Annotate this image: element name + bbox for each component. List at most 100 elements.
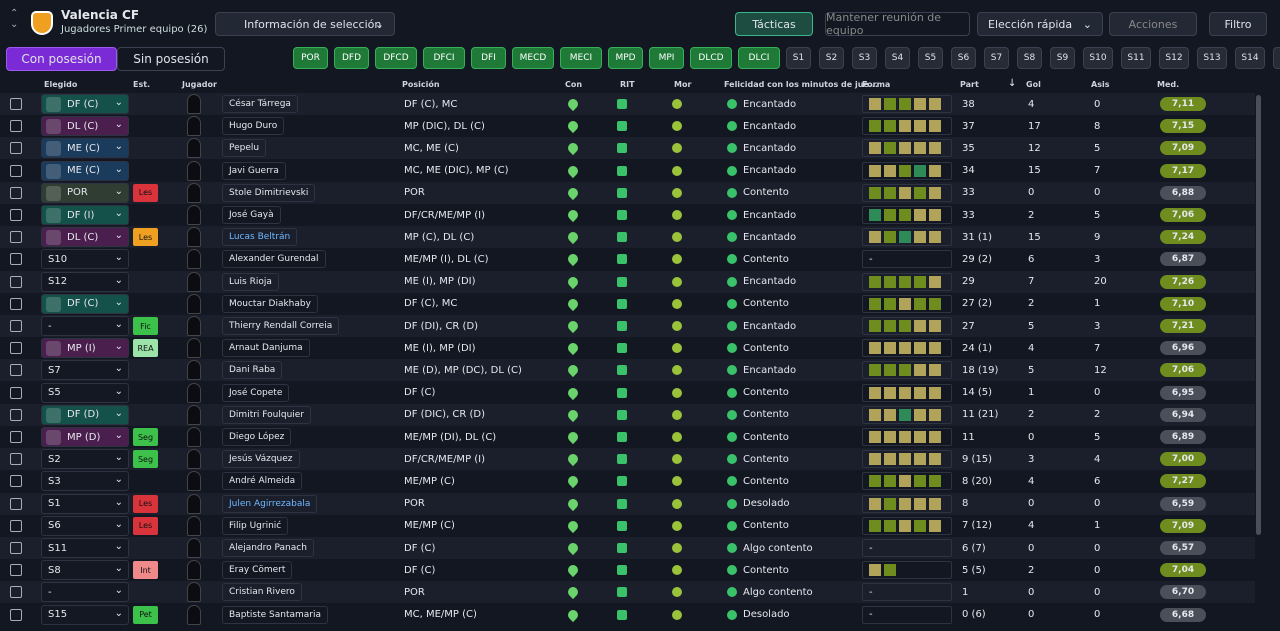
player-row[interactable]: DF (C) ⌄ César Tárrega DF (C), MC Encantado 3… bbox=[0, 93, 1255, 115]
player-row[interactable]: S12 ⌄ Luis Rioja ME (I), MP (DI) Encantado 29… bbox=[0, 270, 1255, 293]
player-row[interactable]: DF (D) ⌄ Dimitri Foulquier DF (DIC), CR (D)… bbox=[0, 403, 1255, 426]
player-name[interactable]: Alejandro Panach bbox=[222, 539, 314, 557]
elegido-select[interactable]: S1 ⌄ bbox=[41, 493, 129, 514]
position-button[interactable]: DFD bbox=[334, 47, 369, 69]
player-name[interactable]: Pepelu bbox=[222, 139, 267, 158]
player-row[interactable]: - ⌄ Cristian Rivero POR Algo contento -1 0 0 6,7… bbox=[0, 581, 1255, 604]
elegido-select[interactable]: S8 ⌄ bbox=[41, 560, 129, 581]
scrollbar[interactable] bbox=[1256, 95, 1261, 535]
elegido-select[interactable]: ME (C) ⌄ bbox=[41, 138, 129, 159]
player-name[interactable]: José Gayà bbox=[222, 206, 281, 224]
player-name[interactable]: Baptiste Santamaria bbox=[222, 605, 329, 624]
player-row[interactable]: S2 ⌄ Seg Jesús Vázquez DF/CR/ME/MP (I) Conten… bbox=[0, 448, 1255, 471]
player-name[interactable]: Hugo Duro bbox=[222, 117, 285, 136]
elegido-select[interactable]: MP (I) ⌄ bbox=[41, 338, 129, 359]
player-name[interactable]: Stole Dimitrievski bbox=[222, 183, 316, 202]
position-button[interactable]: POR bbox=[293, 47, 328, 69]
player-name[interactable]: César Tárrega bbox=[222, 95, 298, 113]
selection-info[interactable]: Información de selección ⌄ bbox=[215, 12, 395, 36]
checkbox[interactable] bbox=[10, 564, 22, 577]
player-row[interactable]: S7 ⌄ Dani Raba ME (D), MP (DC), DL (C) Encan… bbox=[0, 359, 1255, 382]
column-header[interactable]: Elegido bbox=[44, 80, 78, 89]
actions-button[interactable]: Acciones bbox=[1109, 12, 1197, 36]
player-name[interactable]: Javi Guerra bbox=[222, 161, 286, 180]
sub-button[interactable]: S13 bbox=[1197, 47, 1227, 69]
player-row[interactable]: DF (C) ⌄ Mouctar Diakhaby DF (C), MC Content… bbox=[0, 292, 1255, 315]
elegido-select[interactable]: DF (D) ⌄ bbox=[41, 404, 129, 425]
player-row[interactable]: S5 ⌄ José Copete DF (C) Contento 14 (5) 1 0 6,95 bbox=[0, 381, 1255, 404]
column-header[interactable]: Posición bbox=[402, 80, 440, 89]
player-row[interactable]: MP (D) ⌄ Seg Diego López ME/MP (DI), DL (C) C… bbox=[0, 426, 1255, 448]
checkbox[interactable] bbox=[10, 542, 22, 554]
elegido-select[interactable]: S11 ⌄ bbox=[41, 538, 129, 558]
checkbox[interactable] bbox=[10, 164, 22, 177]
elegido-select[interactable]: S10 ⌄ bbox=[41, 249, 129, 270]
checkbox[interactable] bbox=[10, 209, 22, 221]
sub-button[interactable]: S15 bbox=[1273, 47, 1280, 69]
column-header[interactable]: Part bbox=[960, 80, 979, 89]
position-button[interactable]: DFCI bbox=[423, 47, 465, 69]
sub-button[interactable]: S2 bbox=[819, 47, 844, 69]
player-row[interactable]: MP (I) ⌄ REA Arnaut Danjuma ME (I), MP (DI) C… bbox=[0, 337, 1255, 360]
sub-button[interactable]: S11 bbox=[1121, 47, 1151, 69]
elegido-select[interactable]: S2 ⌄ bbox=[41, 449, 129, 470]
player-row[interactable]: S15 ⌄ Pet Baptiste Santamaria MC, ME/MP (C) D… bbox=[0, 603, 1255, 626]
checkbox[interactable] bbox=[10, 408, 22, 421]
player-name[interactable]: Mouctar Diakhaby bbox=[222, 294, 318, 313]
position-button[interactable]: DFCD bbox=[375, 47, 417, 69]
sub-button[interactable]: S4 bbox=[885, 47, 910, 69]
checkbox[interactable] bbox=[10, 386, 22, 399]
column-header[interactable]: RIT bbox=[620, 80, 635, 89]
tab-active[interactable]: Con posesión bbox=[6, 47, 117, 71]
player-row[interactable]: ME (C) ⌄ Javi Guerra MC, ME (DIC), MP (C) En… bbox=[0, 159, 1255, 182]
player-name[interactable]: Jesús Vázquez bbox=[222, 450, 300, 469]
elegido-select[interactable]: DF (C) ⌄ bbox=[41, 94, 129, 114]
checkbox[interactable] bbox=[10, 186, 22, 199]
elegido-select[interactable]: S12 ⌄ bbox=[41, 271, 129, 292]
checkbox[interactable] bbox=[10, 253, 22, 266]
checkbox[interactable] bbox=[10, 519, 22, 532]
sub-button[interactable]: S1 bbox=[786, 47, 811, 69]
player-name[interactable]: Diego López bbox=[222, 428, 292, 446]
sub-button[interactable]: S3 bbox=[852, 47, 877, 69]
column-header[interactable]: Jugador bbox=[182, 80, 217, 89]
elegido-select[interactable]: S6 ⌄ bbox=[41, 515, 129, 536]
player-name[interactable]: José Copete bbox=[222, 383, 290, 402]
position-button[interactable]: MPI bbox=[649, 47, 684, 69]
column-header[interactable]: Med. bbox=[1157, 80, 1180, 89]
elegido-select[interactable]: ME (C) ⌄ bbox=[41, 160, 129, 181]
player-row[interactable]: S1 ⌄ Les Julen Agirrezabala POR Desolado 8 0 0 6,… bbox=[0, 492, 1255, 515]
checkbox[interactable] bbox=[10, 431, 22, 443]
sub-button[interactable]: S7 bbox=[984, 47, 1009, 69]
player-row[interactable]: S6 ⌄ Les Filip Ugrinić ME/MP (C) Contento 7 (1… bbox=[0, 514, 1255, 537]
player-row[interactable]: - ⌄ Fic Thierry Rendall Correia DF (DI), CR … bbox=[0, 315, 1255, 337]
player-name[interactable]: Arnaut Danjuma bbox=[222, 339, 310, 358]
checkbox[interactable] bbox=[10, 342, 22, 355]
elegido-select[interactable]: DF (I) ⌄ bbox=[41, 205, 129, 225]
tactics-button[interactable]: Tácticas bbox=[735, 12, 813, 36]
player-name[interactable]: Cristian Rivero bbox=[222, 583, 302, 602]
player-name[interactable]: Thierry Rendall Correia bbox=[222, 317, 340, 335]
checkbox[interactable] bbox=[10, 586, 22, 599]
checkbox[interactable] bbox=[10, 120, 22, 133]
elegido-select[interactable]: DL (C) ⌄ bbox=[41, 227, 129, 248]
column-header[interactable]: Felicidad con los minutos de jue... bbox=[724, 80, 878, 89]
checkbox[interactable] bbox=[10, 453, 22, 466]
player-row[interactable]: S10 ⌄ Alexander Gurendal ME/MP (I), DL (C) C… bbox=[0, 248, 1255, 271]
checkbox[interactable] bbox=[10, 231, 22, 244]
elegido-select[interactable]: - ⌄ bbox=[41, 582, 129, 603]
checkbox[interactable] bbox=[10, 320, 22, 332]
position-button[interactable]: MPD bbox=[608, 47, 643, 69]
column-header[interactable]: Asis bbox=[1091, 80, 1110, 89]
player-row[interactable]: S11 ⌄ Alejandro Panach DF (C) Algo contento -… bbox=[0, 537, 1255, 559]
elegido-select[interactable]: DL (C) ⌄ bbox=[41, 116, 129, 137]
checkbox[interactable] bbox=[10, 364, 22, 377]
column-header[interactable]: Gol bbox=[1026, 80, 1041, 89]
meeting-button[interactable]: Mantener reunión de equipo bbox=[825, 11, 970, 37]
checkbox[interactable] bbox=[10, 297, 22, 310]
elegido-select[interactable]: S5 ⌄ bbox=[41, 382, 129, 403]
tab[interactable]: Sin posesión bbox=[117, 47, 225, 71]
player-name[interactable]: Alexander Gurendal bbox=[222, 250, 326, 269]
player-row[interactable]: DF (I) ⌄ José Gayà DF/CR/ME/MP (I) Encantado… bbox=[0, 204, 1255, 226]
sub-button[interactable]: S14 bbox=[1235, 47, 1265, 69]
